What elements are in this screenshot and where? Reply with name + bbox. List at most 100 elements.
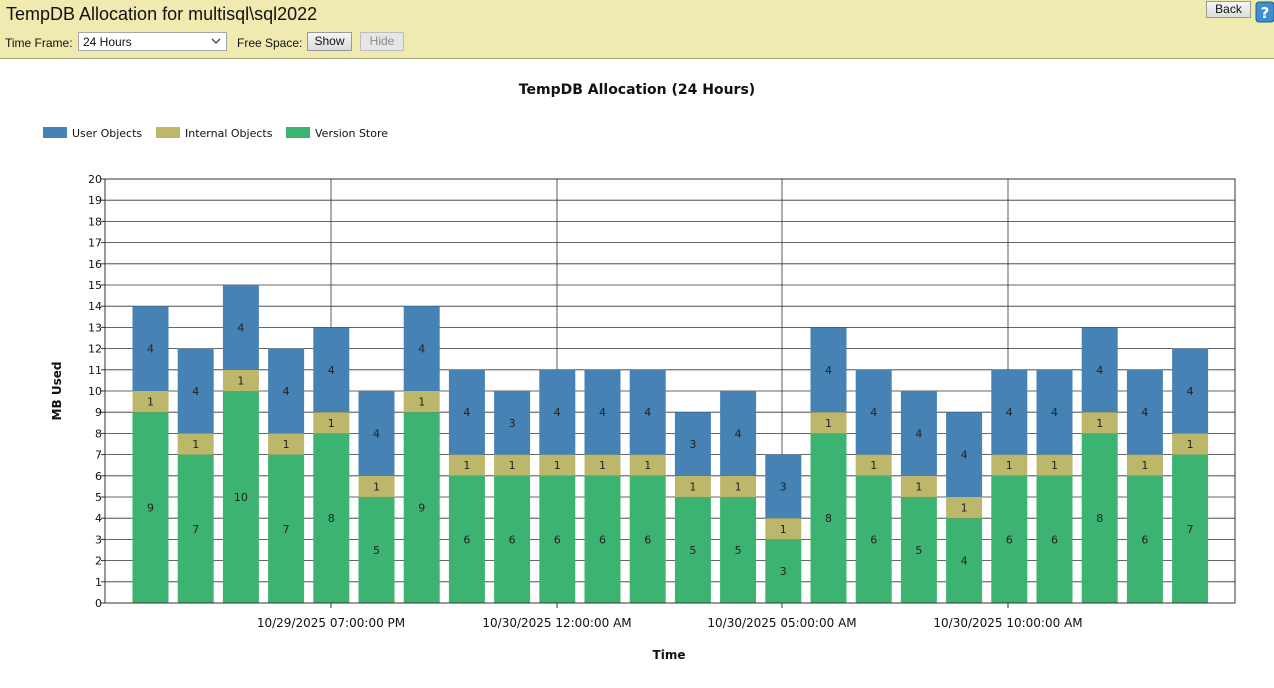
bar-internal-objects	[810, 412, 847, 434]
data-label-internal-objects: 1	[689, 480, 696, 493]
data-label-version-store: 6	[1006, 533, 1013, 546]
data-label-user-objects: 4	[599, 406, 606, 419]
bar-internal-objects	[1036, 454, 1073, 476]
data-label-user-objects: 4	[1141, 406, 1148, 419]
bar-user-objects	[177, 348, 214, 434]
data-label-version-store: 5	[915, 544, 922, 557]
bar-internal-objects	[1172, 433, 1209, 455]
bar-version-store	[132, 412, 169, 603]
bar-user-objects	[946, 412, 983, 497]
data-label-user-objects: 4	[237, 321, 244, 334]
bar-user-objects	[1036, 369, 1073, 455]
data-label-version-store: 5	[373, 544, 380, 557]
bar-internal-objects	[539, 454, 576, 476]
y-tick-label: 16	[88, 258, 102, 271]
bar-internal-objects	[855, 454, 892, 476]
data-label-user-objects: 4	[418, 343, 425, 356]
time-frame-label: Time Frame:	[5, 36, 73, 50]
data-label-version-store: 8	[825, 512, 832, 525]
data-label-internal-objects: 1	[825, 417, 832, 430]
data-label-internal-objects: 1	[509, 459, 516, 472]
data-label-user-objects: 4	[735, 427, 742, 440]
data-label-version-store: 7	[1187, 523, 1194, 536]
x-tick-label: 10/29/2025 07:00:00 PM	[257, 616, 405, 630]
time-frame-select[interactable]: 24 Hours	[78, 32, 227, 51]
data-label-internal-objects: 1	[328, 417, 335, 430]
data-label-user-objects: 4	[644, 406, 651, 419]
y-tick-label: 10	[88, 385, 102, 398]
help-icon[interactable]: ?	[1254, 0, 1274, 24]
y-tick-label: 0	[95, 597, 102, 610]
bar-internal-objects	[403, 391, 440, 413]
data-label-internal-objects: 1	[418, 396, 425, 409]
data-label-user-objects: 4	[283, 385, 290, 398]
bar-user-objects	[313, 327, 350, 413]
bar-user-objects	[1081, 327, 1118, 413]
data-label-version-store: 9	[147, 502, 154, 515]
bar-internal-objects	[946, 497, 983, 519]
bar-internal-objects	[765, 518, 802, 540]
data-label-version-store: 5	[735, 544, 742, 557]
y-tick-label: 8	[95, 427, 102, 440]
bar-user-objects	[674, 412, 711, 476]
y-axis-title: MB Used	[50, 362, 64, 421]
bar-user-objects	[1126, 369, 1163, 455]
data-label-version-store: 3	[780, 565, 787, 578]
bar-user-objects	[132, 306, 169, 391]
bar-version-store	[358, 497, 395, 603]
bar-user-objects	[810, 327, 847, 413]
chevron-down-icon	[211, 38, 221, 44]
bar-version-store	[494, 475, 531, 603]
data-label-version-store: 6	[1051, 533, 1058, 546]
data-label-version-store: 8	[328, 512, 335, 525]
hide-button[interactable]: Hide	[360, 32, 404, 51]
data-label-version-store: 5	[689, 544, 696, 557]
back-button[interactable]: Back	[1206, 1, 1251, 18]
legend-label-version-store: Version Store	[315, 127, 388, 140]
bar-user-objects	[448, 369, 485, 455]
data-label-user-objects: 4	[870, 406, 877, 419]
data-label-internal-objects: 1	[147, 396, 154, 409]
chart-axes: 0123456789101112131415161718192010/29/20…	[88, 173, 1236, 630]
data-label-version-store: 6	[463, 533, 470, 546]
y-tick-label: 19	[88, 194, 102, 207]
y-tick-label: 18	[88, 215, 102, 228]
data-label-version-store: 6	[554, 533, 561, 546]
data-label-user-objects: 4	[1051, 406, 1058, 419]
bar-user-objects	[1172, 348, 1209, 434]
y-tick-label: 5	[95, 491, 102, 504]
bar-version-store	[268, 454, 305, 603]
legend-label-user-objects: User Objects	[72, 127, 142, 140]
plot-frame	[104, 178, 1236, 604]
data-label-user-objects: 4	[1096, 364, 1103, 377]
data-label-version-store: 7	[283, 523, 290, 536]
x-tick-label: 10/30/2025 10:00:00 AM	[933, 616, 1082, 630]
bar-version-store	[448, 475, 485, 603]
data-label-user-objects: 3	[509, 417, 516, 430]
show-button[interactable]: Show	[307, 32, 352, 51]
data-label-user-objects: 4	[915, 427, 922, 440]
bar-user-objects	[358, 391, 395, 476]
bar-internal-objects	[132, 391, 169, 413]
bar-user-objects	[222, 285, 259, 370]
bar-version-store	[674, 497, 711, 603]
data-label-version-store: 6	[644, 533, 651, 546]
data-label-version-store: 7	[192, 523, 199, 536]
bar-internal-objects	[177, 433, 214, 455]
bar-user-objects	[494, 391, 531, 455]
chart-legend: User Objects Internal Objects Version Stor…	[43, 127, 388, 140]
legend-swatch-user-objects	[43, 127, 67, 138]
legend-swatch-internal-objects	[156, 127, 180, 138]
x-tick-label: 10/30/2025 12:00:00 AM	[482, 616, 631, 630]
data-label-user-objects: 4	[147, 343, 154, 356]
bar-user-objects	[629, 369, 666, 455]
time-frame-value: 24 Hours	[83, 35, 132, 49]
data-label-internal-objects: 1	[780, 523, 787, 536]
y-tick-label: 12	[88, 343, 102, 356]
data-label-internal-objects: 1	[554, 459, 561, 472]
bar-internal-objects	[313, 412, 350, 434]
data-label-internal-objects: 1	[1096, 417, 1103, 430]
chart-bars: 9147141014714814514914614613614614614513…	[132, 285, 1209, 603]
bar-user-objects	[765, 454, 802, 519]
data-label-internal-objects: 1	[283, 438, 290, 451]
